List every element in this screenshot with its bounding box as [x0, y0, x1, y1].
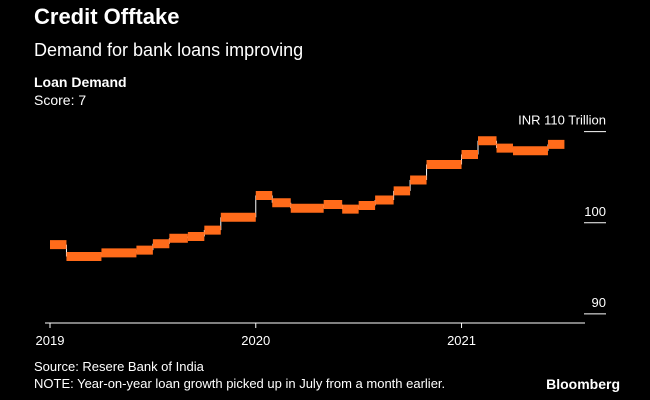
- source-note: Source: Resere Bank of India: [34, 359, 204, 374]
- y-tick-label: INR 110 Trillion: [518, 113, 606, 128]
- series-label: Loan Demand: [34, 74, 127, 90]
- footnote: NOTE: Year-on-year loan growth picked up…: [34, 376, 446, 391]
- x-tick-label: 2019: [36, 333, 65, 348]
- x-tick-label: 2021: [447, 333, 476, 348]
- bloomberg-logo: Bloomberg: [546, 376, 620, 392]
- y-tick-label: 100: [584, 204, 606, 219]
- y-tick-label: 90: [592, 295, 606, 310]
- chart-subtitle: Demand for bank loans improving: [34, 40, 304, 60]
- x-tick-label: 2020: [241, 333, 270, 348]
- chart-title: Credit Offtake: [34, 4, 180, 29]
- score-label: Score: 7: [34, 92, 87, 108]
